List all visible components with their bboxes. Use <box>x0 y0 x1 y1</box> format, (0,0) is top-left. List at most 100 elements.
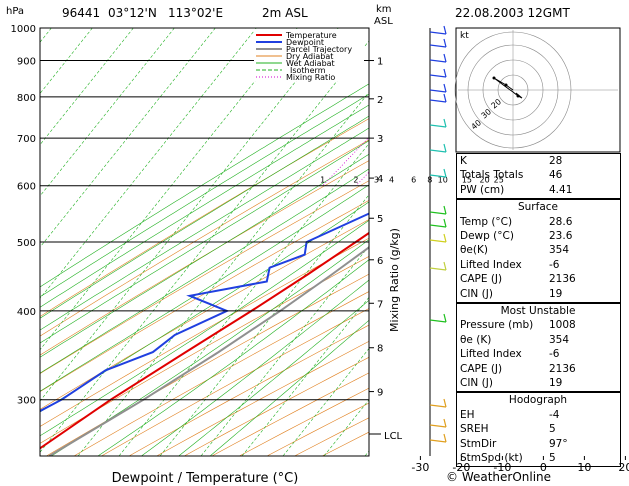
wind-barb <box>429 44 447 48</box>
isotherm-line <box>200 245 369 456</box>
legend-temperature: Temperature <box>285 31 337 40</box>
station-id: 96441 <box>62 6 100 20</box>
asl-label: ASL <box>374 16 393 27</box>
station-elev: 2m ASL <box>262 6 308 20</box>
surface-row: CIN (J) 19 <box>456 287 620 302</box>
legend-wet-adiabat: Wet Adiabat <box>286 59 335 68</box>
dry-adiabat-line <box>40 139 369 337</box>
hodograph-unit: kt <box>460 31 469 41</box>
dry-adiabat-line <box>128 324 369 456</box>
wet-adiabat-line <box>141 279 369 456</box>
dry-adiabat-line <box>46 273 369 456</box>
wind-barb <box>429 89 447 93</box>
hodograph-trace <box>493 77 523 99</box>
wind-barb <box>429 319 447 323</box>
surface-row-value: 2136 <box>549 273 576 286</box>
isotherm-line <box>159 194 369 456</box>
wind-barb <box>443 398 447 408</box>
pressure-tick-label: 700 <box>17 134 36 145</box>
hodograph-row: StmDir 97° <box>456 437 620 452</box>
wind-barb <box>429 149 447 153</box>
legend-isotherm: Isotherm <box>290 66 326 75</box>
km-label: km <box>376 4 392 15</box>
wet-adiabat-line <box>40 201 369 413</box>
index-row-value: 46 <box>549 169 563 182</box>
index-row-key: PW (cm) <box>460 183 505 196</box>
legend-parcel: Parcel Trajectory <box>286 45 352 54</box>
pressure-tick-label: 1000 <box>11 24 36 35</box>
wind-barb <box>443 233 447 243</box>
most-unstable-row-key: CIN (J) <box>460 377 493 389</box>
surface-row-value: 19 <box>549 287 563 300</box>
pressure-tick-label: 800 <box>17 93 36 104</box>
most-unstable-row-key: θe (K) <box>460 333 492 346</box>
height-tick-label: 1 <box>377 57 383 68</box>
hodograph-row-key: StmDir <box>460 437 497 450</box>
height-tick-label: 5 <box>377 214 383 225</box>
pressure-tick-label: 600 <box>17 182 36 193</box>
datetime: 22.08.2003 12GMT <box>455 6 570 20</box>
wet-adiabat-line <box>40 184 369 392</box>
footer-credit: © WeatherOnline <box>446 470 552 484</box>
hodograph-row-value: 5 <box>549 452 556 464</box>
isotherm-line <box>40 28 175 197</box>
surface-row-value: 23.6 <box>549 230 573 242</box>
wind-barb <box>429 424 447 428</box>
hodograph: kt 40 30 20 <box>454 27 621 153</box>
wet-adiabat-line <box>40 93 369 298</box>
wind-barb <box>443 118 447 128</box>
isotherm-line <box>40 40 369 453</box>
wet-adiabat-line <box>40 219 369 437</box>
station-lat: 03°12'N <box>108 6 157 20</box>
surface-row-key: Dewp (°C) <box>460 230 514 242</box>
isotherm-line <box>40 28 216 248</box>
p-unit-label: hPa <box>6 6 24 17</box>
wind-barb <box>429 59 447 63</box>
height-tick-label: 3 <box>377 134 383 145</box>
most-unstable-row: CAPE (J) 2136 <box>456 362 620 377</box>
wind-barb <box>443 68 447 78</box>
hodograph-row-value: 5 <box>549 423 556 436</box>
wet-adiabat-line <box>40 83 369 288</box>
most-unstable-row-value: 354 <box>549 333 570 346</box>
mixing-ratio-label: 20 <box>480 176 490 185</box>
surface-row: Dewp (°C) 23.6 <box>456 229 620 244</box>
surface-row-key: CIN (J) <box>460 287 493 300</box>
surface-row: θe(K) 354 <box>456 243 620 258</box>
wind-barb <box>443 205 447 215</box>
wind-barb <box>443 418 447 428</box>
surface-row: CAPE (J) 2136 <box>456 272 620 287</box>
dry-adiabat-line <box>101 308 369 456</box>
isotherm-line <box>241 296 369 456</box>
most-unstable-row-key: CAPE (J) <box>460 362 503 375</box>
legend-dry-adiabat: Dry Adiabat <box>286 52 333 61</box>
index-row: Totals Totals 46 <box>456 168 620 183</box>
wind-barb <box>429 404 447 408</box>
wind-barb <box>429 99 447 103</box>
index-box-most-unstable <box>456 303 621 393</box>
isotherm-line <box>118 143 369 456</box>
wind-barb <box>429 124 447 128</box>
hodograph-row-key: SREH <box>460 423 489 436</box>
wind-barb <box>429 439 447 443</box>
height-tick-label: 4 <box>377 174 383 185</box>
wet-adiabat-line <box>40 153 369 358</box>
isotherm-line <box>40 28 298 351</box>
surface-row-value: 28.6 <box>549 215 573 228</box>
dry-adiabat-line <box>40 256 369 444</box>
index-row: K 28 <box>456 154 620 169</box>
hodograph-row-key: EH <box>460 408 475 421</box>
x-tick-label: -10 <box>493 461 511 474</box>
x-tick-label: 10 <box>577 461 591 474</box>
mixing-ratio-label: 6 <box>411 176 416 185</box>
wet-adiabat-line <box>40 127 369 331</box>
index-row-key: Totals Totals <box>460 169 524 182</box>
isotherm-line <box>40 28 339 402</box>
pressure-tick-label: 900 <box>17 57 36 68</box>
wind-barb <box>443 143 447 153</box>
wet-adiabat-line <box>97 259 369 456</box>
dry-adiabat-line <box>40 180 369 374</box>
most-unstable-row-value: 2136 <box>549 362 576 375</box>
wet-adiabat-line <box>209 319 369 456</box>
surface-row-key: Temp (°C) <box>460 215 513 228</box>
